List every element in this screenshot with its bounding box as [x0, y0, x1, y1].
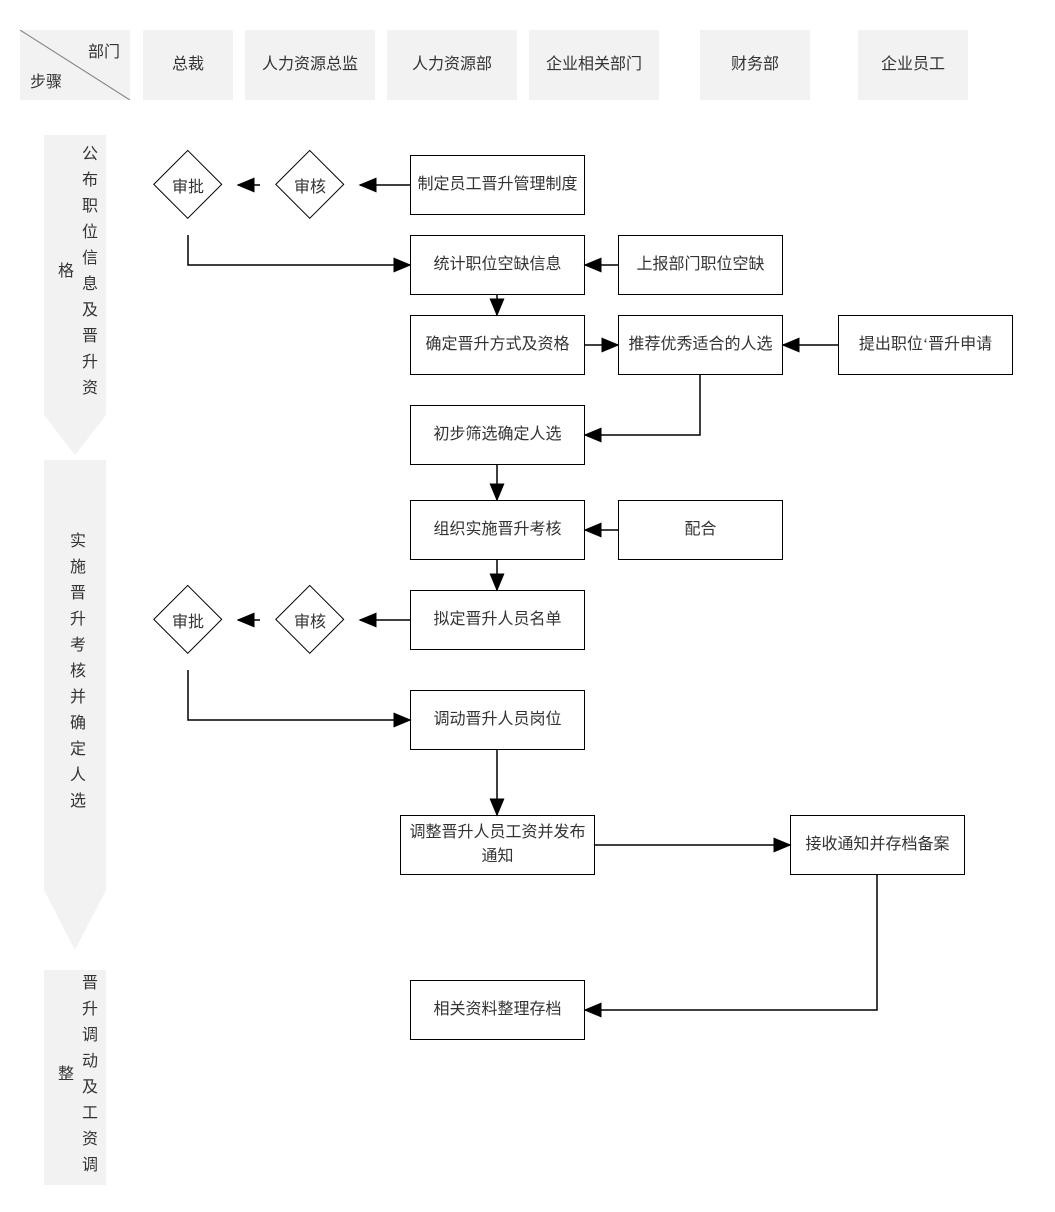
node-n_qualif: 确定晋升方式及资格 — [410, 315, 585, 375]
node-label: 配合 — [684, 518, 716, 542]
column-header-hr_director: 人力资源总监 — [245, 30, 375, 100]
node-label: 调整晋升人员工资并发布通知 — [405, 821, 590, 869]
node-n_salary: 调整晋升人员工资并发布通知 — [400, 815, 595, 875]
node-label: 相关资料整理存档 — [433, 998, 561, 1022]
node-n_archive: 相关资料整理存档 — [410, 980, 585, 1040]
node-n_coop: 配合 — [618, 500, 783, 560]
node-label: 审批 — [153, 150, 223, 220]
node-label: 组织实施晋升考核 — [433, 518, 561, 542]
node-d_approve1: 审批 — [153, 150, 223, 220]
phase-p2: 实施晋升考核并确定人选 — [44, 460, 106, 890]
node-d_approve2: 审批 — [153, 585, 223, 655]
node-label: 审核 — [275, 585, 345, 655]
node-n_apply: 提出职位‘晋升申请 — [838, 315, 1013, 375]
column-header-employee: 企业员工 — [858, 30, 968, 100]
node-n_assess: 组织实施晋升考核 — [410, 500, 585, 560]
column-label: 财务部 — [731, 54, 779, 76]
column-header-rel_dept: 企业相关部门 — [529, 30, 659, 100]
phase-p1: 公布职位信息及晋升资格 — [44, 135, 106, 415]
edge-n_receive-to-n_archive — [585, 875, 877, 1010]
column-header-finance: 财务部 — [700, 30, 810, 100]
edge-d_approve2-to-n_move — [188, 670, 410, 720]
corner-header: 部门步骤 — [20, 30, 130, 100]
corner-bottom-label: 步骤 — [30, 68, 62, 92]
phase-label: 实施晋升考核并确定人选 — [63, 532, 87, 818]
node-label: 确定晋升方式及资格 — [425, 333, 569, 357]
node-label: 推荐优秀适合的人选 — [628, 333, 772, 357]
node-n_recommend: 推荐优秀适合的人选 — [618, 315, 783, 375]
node-label: 上报部门职位空缺 — [636, 253, 764, 277]
corner-top-label: 部门 — [88, 38, 120, 62]
node-n_move: 调动晋升人员岗位 — [410, 690, 585, 750]
node-label: 审批 — [153, 585, 223, 655]
node-n_policy: 制定员工晋升管理制度 — [410, 155, 585, 215]
node-label: 统计职位空缺信息 — [433, 253, 561, 277]
flowchart-canvas: 部门步骤 总裁 人力资源总监 人力资源部 企业相关部门 财务部 企业员工公布职位信息及晋升资… — [0, 0, 1055, 1212]
node-label: 调动晋升人员岗位 — [433, 708, 561, 732]
node-label: 拟定晋升人员名单 — [433, 608, 561, 632]
column-label: 总裁 — [172, 54, 204, 76]
column-label: 人力资源总监 — [262, 54, 358, 76]
node-n_prelim: 初步筛选确定人选 — [410, 405, 585, 465]
node-label: 接收通知并存档备案 — [805, 833, 949, 857]
node-d_review2: 审核 — [275, 585, 345, 655]
node-n_vacancy_stat: 统计职位空缺信息 — [410, 235, 585, 295]
node-label: 审核 — [275, 150, 345, 220]
edge-d_approve1-to-n_vacancy_stat — [188, 235, 410, 265]
phase-p3: 晋升调动及工资调整 — [44, 970, 106, 1185]
column-label: 企业员工 — [881, 54, 945, 76]
node-label: 初步筛选确定人选 — [433, 423, 561, 447]
phase-label: 晋升调动及工资调整 — [51, 970, 99, 1185]
node-label: 提出职位‘晋升申请 — [859, 333, 992, 357]
node-d_review1: 审核 — [275, 150, 345, 220]
node-n_list: 拟定晋升人员名单 — [410, 590, 585, 650]
column-header-hr_dept: 人力资源部 — [387, 30, 517, 100]
phase-label: 公布职位信息及晋升资格 — [51, 135, 99, 415]
node-label: 制定员工晋升管理制度 — [417, 173, 577, 197]
node-n_receive: 接收通知并存档备案 — [790, 815, 965, 875]
column-label: 人力资源部 — [412, 54, 492, 76]
column-label: 企业相关部门 — [546, 54, 642, 76]
column-header-president: 总裁 — [143, 30, 233, 100]
edge-n_recommend-to-n_prelim — [585, 375, 700, 435]
node-n_vacancy_report: 上报部门职位空缺 — [618, 235, 783, 295]
